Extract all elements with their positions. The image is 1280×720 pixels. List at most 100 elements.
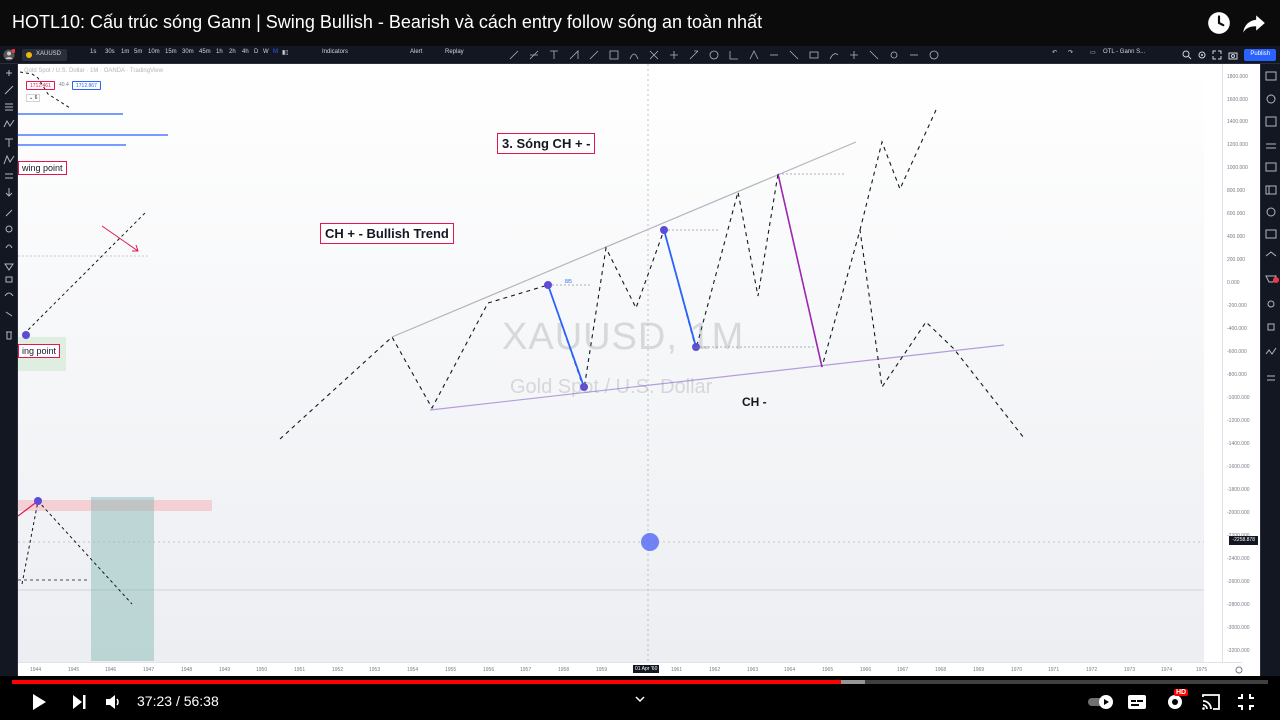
chart-background xyxy=(18,64,1204,662)
time-tick: 1968 xyxy=(935,667,947,673)
time-tick: 1964 xyxy=(784,667,796,673)
price-axis[interactable]: 1800.000 1600.000 1400.000 1200.000 1000… xyxy=(1222,64,1260,664)
timeframe-m[interactable]: M xyxy=(273,49,278,55)
sell-price-box[interactable]: 1712.461 xyxy=(26,81,55,90)
settings-icon[interactable] xyxy=(1197,50,1207,60)
settings-control[interactable]: HD xyxy=(1164,689,1190,713)
price-tick: -2400.000 xyxy=(1227,556,1250,562)
tv-top-toolbar: XAUUSD 1s 30s 1m 5m 10m 15m 30m 45m 1h 2… xyxy=(0,46,1280,64)
exit-fullscreen-icon[interactable] xyxy=(1235,691,1257,713)
time-tick: 1971 xyxy=(1048,667,1060,673)
time-tick: 1961 xyxy=(671,667,683,673)
search-icon[interactable] xyxy=(1182,50,1192,60)
price-tick: -1400.000 xyxy=(1227,441,1250,447)
price-tick: -1600.000 xyxy=(1227,464,1250,470)
right-widget-bar xyxy=(1260,64,1280,676)
timeframe-1h[interactable]: 1h xyxy=(216,49,223,55)
buy-price-box[interactable]: 1712.867 xyxy=(72,81,101,90)
chevron-down-icon[interactable] xyxy=(629,688,651,710)
volume-icon[interactable] xyxy=(103,691,125,713)
swing-point-label-top: wing point xyxy=(18,161,67,175)
hd-badge: HD xyxy=(1174,689,1189,696)
price-tick: -2000.000 xyxy=(1227,510,1250,516)
widget-bar-icons[interactable] xyxy=(1261,64,1280,384)
time-tick: 1974 xyxy=(1161,667,1173,673)
upper-dashed-wave-extension xyxy=(859,109,937,231)
layout-name[interactable]: OTL - Gann S... xyxy=(1103,49,1146,55)
time-axis[interactable]: 1944 1945 1946 1947 1948 1949 1950 1951 … xyxy=(18,662,1244,676)
price-tick: -1200.000 xyxy=(1227,418,1250,424)
camera-icon[interactable] xyxy=(1228,50,1238,60)
drawing-toolbar[interactable] xyxy=(500,46,960,64)
timeframe-15m[interactable]: 15m xyxy=(165,49,177,55)
drawing-tools-icons[interactable] xyxy=(0,64,18,364)
fullscreen-icon[interactable] xyxy=(1212,50,1222,60)
replay-button[interactable]: Replay xyxy=(445,49,464,55)
chart-legend: Gold Spot / U.S. Dollar · 1M · OANDA · T… xyxy=(24,68,163,74)
timeframe-45m[interactable]: 45m xyxy=(199,49,211,55)
layout-icon[interactable]: ▭ xyxy=(1090,50,1096,56)
subtitles-icon[interactable] xyxy=(1126,691,1148,713)
swing-point-label-bottom: ing point xyxy=(18,344,61,358)
timeframe-10m[interactable]: 10m xyxy=(148,49,160,55)
price-tick: -2800.000 xyxy=(1227,602,1250,608)
left-drawing-tools xyxy=(0,64,18,676)
redo-icon[interactable]: ↷ xyxy=(1068,50,1074,56)
timeframe-2h[interactable]: 2h xyxy=(229,49,236,55)
timeframe-5m[interactable]: 5m xyxy=(134,49,143,55)
timeframe-1m[interactable]: 1m xyxy=(121,49,130,55)
blue-swing-leg-2 xyxy=(663,229,697,348)
price-tick: -3000.000 xyxy=(1227,625,1250,631)
time-tick: 1944 xyxy=(30,667,42,673)
watch-later-icon[interactable] xyxy=(1206,10,1232,36)
swing-point-high-1 xyxy=(544,281,552,289)
time-tick: 1969 xyxy=(973,667,985,673)
price-tick: 1600.000 xyxy=(1227,97,1248,103)
publish-button[interactable]: Publish xyxy=(1244,49,1276,61)
time-tick: 1963 xyxy=(747,667,759,673)
current-time: 37:23 xyxy=(137,693,173,709)
timeframe-w[interactable]: W xyxy=(263,49,269,55)
red-arrow-annotation xyxy=(101,225,139,252)
time-tick: 1950 xyxy=(256,667,268,673)
left-dashed-wave xyxy=(23,211,147,335)
chart-type-icon[interactable]: ▮▯ xyxy=(282,50,289,56)
timeframe-30m[interactable]: 30m xyxy=(182,49,194,55)
price-tick: -3200.000 xyxy=(1227,648,1250,654)
autoplay-toggle[interactable] xyxy=(1086,691,1116,713)
price-tick: 200.000 xyxy=(1227,257,1246,263)
time-tick: 1953 xyxy=(369,667,381,673)
watermark-symbol: XAUUSD, 1M xyxy=(502,316,745,358)
timeframe-1s[interactable]: 1s xyxy=(90,49,97,55)
next-icon[interactable] xyxy=(68,691,90,713)
timeframe-30s[interactable]: 30s xyxy=(105,49,115,55)
current-price-label: -2258.878 xyxy=(1229,536,1258,545)
watermark-name: Gold Spot / U.S. Dollar xyxy=(510,376,713,398)
chart-area[interactable]: 8/5 xyxy=(17,64,1204,662)
time-tick: 1956 xyxy=(483,667,495,673)
swing-point-low-1 xyxy=(580,383,588,391)
time-tick: 1948 xyxy=(181,667,193,673)
played-bar xyxy=(12,680,841,684)
symbol-search[interactable]: XAUUSD xyxy=(22,49,68,61)
chart-canvas[interactable]: 8/5 xyxy=(17,64,1204,662)
collapse-indicator[interactable]: ⌄ 6 xyxy=(26,94,41,102)
time-tick: 1962 xyxy=(709,667,721,673)
stop-loss-zone xyxy=(18,500,212,511)
share-icon[interactable] xyxy=(1241,10,1267,36)
undo-icon[interactable]: ↶ xyxy=(1052,50,1058,56)
cast-icon[interactable] xyxy=(1200,691,1222,713)
blue-swing-leg-1 xyxy=(547,284,585,388)
timeframe-4h[interactable]: 4h xyxy=(242,49,249,55)
chart-settings-icon[interactable] xyxy=(1234,665,1244,675)
time-tick: 1972 xyxy=(1086,667,1098,673)
indicators-button[interactable]: Indicators xyxy=(322,49,349,55)
timeframe-d[interactable]: D xyxy=(254,49,259,55)
take-profit-zone xyxy=(91,497,154,661)
play-icon[interactable] xyxy=(28,691,50,713)
swing-point-high-2 xyxy=(660,226,668,234)
time-tick: 1970 xyxy=(1011,667,1023,673)
video-progress-bar[interactable] xyxy=(12,680,1268,684)
alert-button[interactable]: Alert xyxy=(410,49,423,55)
user-avatar-icon[interactable] xyxy=(3,49,15,61)
